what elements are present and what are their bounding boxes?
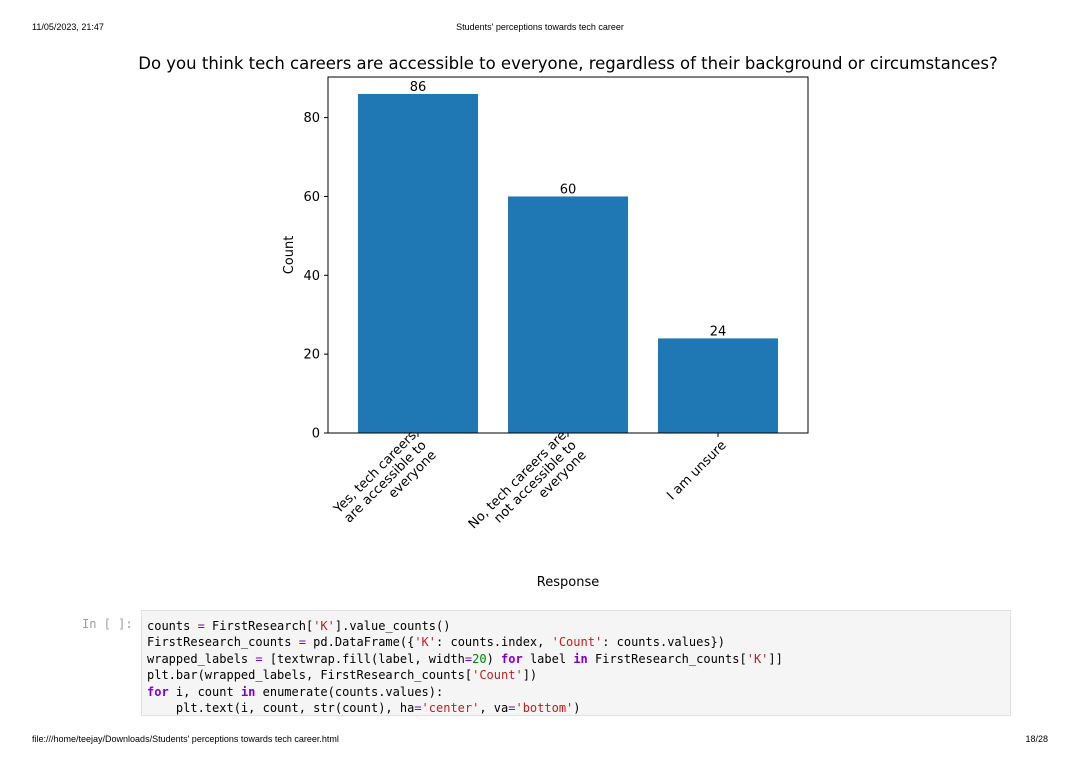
y-tick-label-1: 20 [303, 348, 320, 363]
code-cell-prompt: In [ ]: [82, 617, 133, 631]
bar-value-label-2: 24 [710, 324, 727, 339]
y-tick-label-2: 40 [303, 269, 320, 284]
y-tick-label-4: 80 [303, 111, 320, 126]
code-editor[interactable]: counts = FirstResearch['K'].value_counts… [147, 619, 783, 716]
footer-page-number: 18/28 [1025, 734, 1048, 744]
y-tick-label-3: 60 [303, 190, 320, 205]
bar-0 [358, 93, 478, 433]
bar-2 [658, 338, 778, 433]
bar-chart: Do you think tech careers are accessible… [138, 54, 997, 590]
bar-value-label-0: 86 [410, 80, 427, 95]
chart-title: Do you think tech careers are accessible… [138, 54, 997, 73]
y-tick-label-0: 0 [312, 427, 320, 442]
bar-value-label-1: 60 [560, 182, 577, 197]
header-title: Students' perceptions towards tech caree… [456, 22, 624, 32]
footer-file-path: file:///home/teejay/Downloads/Students' … [32, 734, 339, 744]
x-tick-label-1: No, tech careers arenot accessible toeve… [466, 428, 590, 552]
y-axis-label: Count [282, 236, 297, 275]
code-cell[interactable]: counts = FirstResearch['K'].value_counts… [141, 610, 1011, 716]
header-date: 11/05/2023, 21:47 [32, 22, 104, 32]
x-tick-label-0: Yes, tech careersare accessible toeveryo… [331, 428, 440, 537]
bar-1 [508, 196, 628, 433]
x-axis-label: Response [537, 575, 599, 590]
x-tick-label-2: I am unsure [664, 438, 729, 503]
